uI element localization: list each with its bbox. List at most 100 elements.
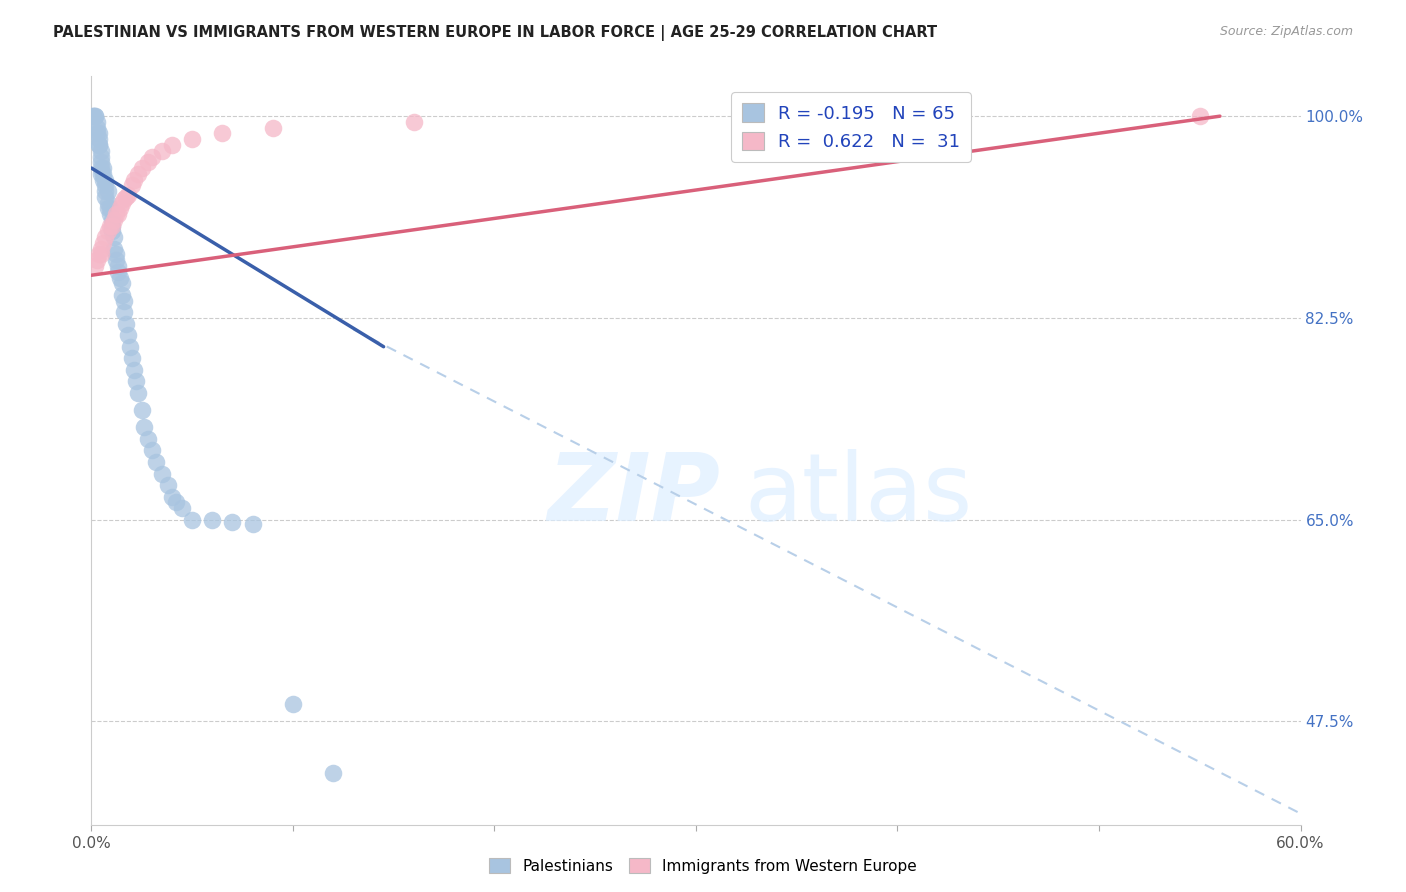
Point	[150, 144, 173, 158]
Point	[96, 224, 118, 238]
Point	[281, 697, 304, 711]
Point	[94, 178, 117, 193]
Point	[136, 432, 159, 446]
Point	[94, 172, 117, 186]
Point	[141, 149, 163, 163]
Point	[112, 293, 135, 308]
Point	[181, 132, 204, 146]
Point	[114, 317, 136, 331]
Point	[96, 184, 118, 198]
Point	[1188, 109, 1211, 123]
Point	[100, 213, 122, 227]
Point	[108, 202, 131, 216]
Point	[82, 109, 104, 123]
Point	[103, 213, 125, 227]
Point	[89, 127, 111, 141]
Point	[125, 374, 148, 388]
Point	[89, 138, 111, 153]
Point	[84, 109, 107, 123]
Point	[122, 363, 145, 377]
Point	[98, 202, 121, 216]
Point	[136, 155, 159, 169]
Point	[131, 403, 153, 417]
Point	[114, 190, 136, 204]
Point	[98, 207, 121, 221]
Point	[93, 235, 115, 250]
Point	[201, 513, 224, 527]
Text: ZIP: ZIP	[547, 450, 720, 541]
Point	[121, 351, 143, 366]
Point	[86, 115, 108, 129]
Point	[90, 161, 112, 175]
Point	[103, 230, 125, 244]
Point	[117, 187, 139, 202]
Point	[103, 242, 125, 256]
Point	[117, 328, 139, 343]
Point	[104, 247, 127, 261]
Point	[84, 109, 107, 123]
Point	[107, 259, 129, 273]
Point	[96, 202, 118, 216]
Point	[112, 192, 135, 206]
Point	[94, 190, 117, 204]
Point	[94, 230, 117, 244]
Point	[93, 167, 115, 181]
Point	[90, 149, 112, 163]
Point	[100, 219, 122, 233]
Point	[322, 766, 344, 780]
Point	[100, 219, 122, 233]
Point	[242, 517, 264, 532]
Point	[118, 340, 141, 354]
Point	[111, 277, 132, 291]
Point	[108, 270, 131, 285]
Point	[104, 207, 127, 221]
Point	[107, 207, 129, 221]
Point	[172, 501, 194, 516]
Point	[94, 184, 117, 198]
Point	[111, 288, 132, 302]
Point	[112, 305, 135, 319]
Legend: Palestinians, Immigrants from Western Europe: Palestinians, Immigrants from Western Eu…	[482, 852, 924, 880]
Point	[122, 172, 145, 186]
Point	[131, 161, 153, 175]
Point	[86, 127, 108, 141]
Text: atlas: atlas	[744, 450, 973, 541]
Point	[90, 247, 112, 261]
Point	[86, 120, 108, 135]
Point	[89, 132, 111, 146]
Point	[93, 172, 115, 186]
Point	[104, 253, 127, 268]
Point	[107, 265, 129, 279]
Point	[89, 138, 111, 153]
Point	[90, 167, 112, 181]
Point	[98, 219, 121, 233]
Point	[90, 144, 112, 158]
Text: PALESTINIAN VS IMMIGRANTS FROM WESTERN EUROPE IN LABOR FORCE | AGE 25-29 CORRELA: PALESTINIAN VS IMMIGRANTS FROM WESTERN E…	[53, 25, 938, 41]
Point	[165, 495, 187, 509]
Point	[89, 247, 111, 261]
Point	[86, 253, 108, 268]
Point	[262, 120, 284, 135]
Point	[156, 478, 179, 492]
Point	[402, 115, 425, 129]
Point	[90, 155, 112, 169]
Point	[93, 161, 115, 175]
Point	[96, 195, 118, 210]
Point	[127, 167, 149, 181]
Point	[82, 109, 104, 123]
Point	[211, 127, 233, 141]
Point	[90, 242, 112, 256]
Point	[141, 443, 163, 458]
Legend: R = -0.195   N = 65, R =  0.622   N =  31: R = -0.195 N = 65, R = 0.622 N = 31	[731, 93, 972, 161]
Point	[160, 490, 183, 504]
Point	[132, 420, 155, 434]
Point	[150, 467, 173, 481]
Point	[84, 259, 107, 273]
Point	[181, 513, 204, 527]
Point	[100, 224, 122, 238]
Point	[111, 195, 132, 210]
Point	[160, 138, 183, 153]
Point	[121, 178, 143, 193]
Point	[127, 385, 149, 400]
Text: Source: ZipAtlas.com: Source: ZipAtlas.com	[1219, 25, 1353, 38]
